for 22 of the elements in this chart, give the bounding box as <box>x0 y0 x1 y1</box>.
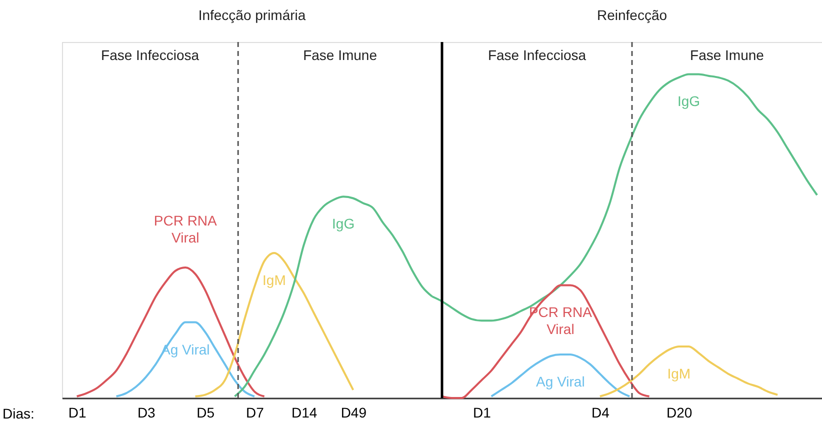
x-tick-label: D49 <box>340 404 367 420</box>
x-tick-label: D1 <box>68 404 86 420</box>
x-tick-label: D3 <box>137 404 156 420</box>
series-label: IgG <box>332 216 355 232</box>
x-axis-title: Dias: <box>2 406 34 422</box>
text: Infecção primária <box>198 7 306 23</box>
text: Fase Imune <box>690 47 764 63</box>
text: PCR RNA Viral <box>154 212 218 246</box>
x-tick-label: D1 <box>473 404 492 420</box>
x-tick-label: D20 <box>666 404 692 420</box>
text: Fase Infecciosa <box>488 47 586 63</box>
series-label: IgM <box>262 272 286 288</box>
series-label: Ag Viral <box>536 374 585 390</box>
x-tick-label: D14 <box>291 404 318 420</box>
x-tick-label: D7 <box>246 404 264 420</box>
x-tick-label: D5 <box>196 404 215 420</box>
text: Reinfecção <box>596 7 668 23</box>
text: Fase Imune <box>303 47 378 63</box>
text: Fase Infecciosa <box>101 47 200 63</box>
x-tick-label: D4 <box>591 404 610 420</box>
series-label: IgM <box>667 365 691 382</box>
series-label: IgG <box>677 93 700 110</box>
